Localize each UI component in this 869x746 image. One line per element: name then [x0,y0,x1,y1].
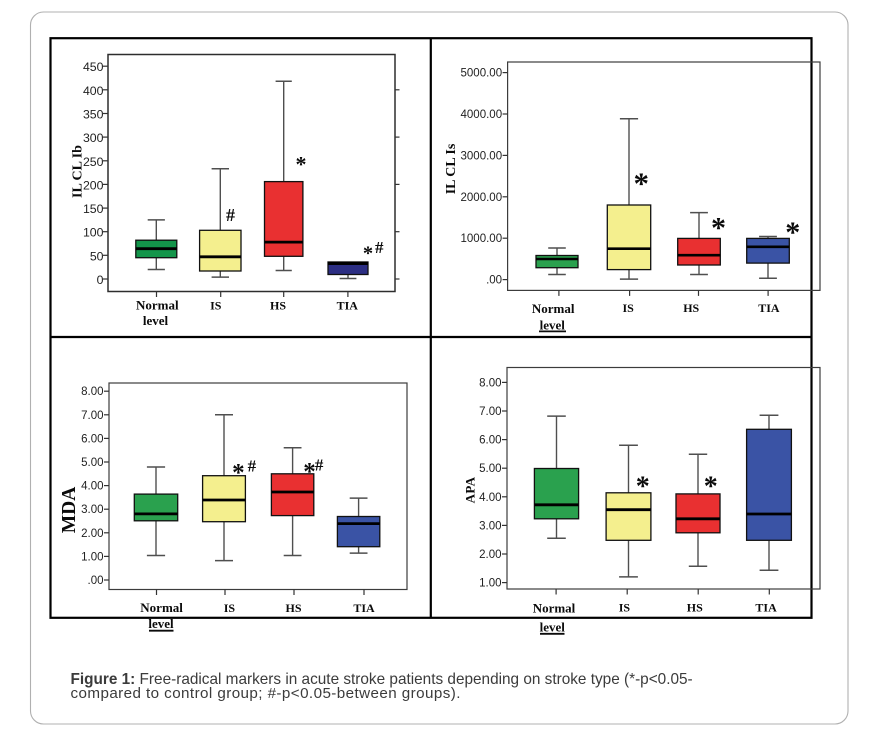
svg-text:IL CL Ib: IL CL Ib [71,145,86,198]
svg-text:450: 450 [83,60,104,74]
svg-text:*: * [303,459,316,486]
svg-text:200: 200 [83,178,104,192]
svg-text:.00: .00 [88,575,104,587]
svg-text:IS: IS [623,301,635,315]
svg-text:0: 0 [97,273,104,287]
svg-text:Normal: Normal [533,601,576,616]
svg-text:level: level [540,318,566,333]
svg-text:8.00: 8.00 [479,377,501,389]
svg-text:*: * [711,212,726,245]
svg-text:IS: IS [619,600,631,614]
svg-text:7.00: 7.00 [81,410,103,422]
svg-text:*: * [363,242,373,264]
svg-text:1.00: 1.00 [81,551,103,563]
svg-text:*: * [634,165,650,200]
svg-text:*: * [704,472,718,503]
svg-text:HS: HS [683,301,699,315]
svg-text:HS: HS [285,601,301,615]
svg-text:5.00: 5.00 [479,463,501,475]
svg-text:1000.00: 1000.00 [461,233,503,245]
svg-text:3.00: 3.00 [479,520,501,532]
svg-text:150: 150 [83,202,104,216]
svg-text:#: # [248,457,257,476]
svg-text:300: 300 [83,131,104,145]
svg-text:level: level [540,620,566,635]
svg-text:4.00: 4.00 [479,492,501,504]
svg-text:TIA: TIA [353,601,375,615]
svg-text:TIA: TIA [758,301,780,315]
svg-text:level: level [143,313,169,328]
svg-text:Normal: Normal [532,301,575,316]
svg-text:IL CL Is: IL CL Is [444,143,459,194]
svg-text:TIA: TIA [755,600,777,614]
svg-text:compared to control group; #-p: compared to control group; #-p<0.05-betw… [71,685,461,702]
svg-text:HS: HS [687,600,703,614]
svg-text:400: 400 [83,84,104,98]
svg-text:*: * [785,216,800,249]
svg-text:8.00: 8.00 [81,386,103,398]
svg-text:3.00: 3.00 [81,504,103,516]
svg-text:4.00: 4.00 [81,481,103,493]
svg-text:Figure 1: Free-radical markers: Figure 1: Free-radical markers in acute … [71,671,693,688]
svg-text:#: # [375,238,384,257]
svg-text:2.00: 2.00 [81,528,103,540]
svg-text:TIA: TIA [337,299,359,313]
svg-text:5000.00: 5000.00 [461,68,503,80]
svg-text:6.00: 6.00 [81,433,103,445]
svg-text:Normal: Normal [136,298,179,313]
svg-text:100: 100 [83,226,104,240]
svg-text:*: * [232,459,245,486]
svg-text:4000.00: 4000.00 [461,109,503,121]
svg-text:HS: HS [270,299,286,313]
svg-text:*: * [296,152,307,177]
svg-text:5.00: 5.00 [81,457,103,469]
svg-text:2000.00: 2000.00 [461,192,503,204]
svg-text:7.00: 7.00 [479,406,501,418]
svg-text:.00: .00 [486,275,502,287]
svg-text:IS: IS [224,601,236,615]
svg-text:250: 250 [83,155,104,169]
svg-text:#: # [315,456,324,475]
svg-text:3000.00: 3000.00 [461,150,503,162]
svg-text:#: # [226,205,235,225]
svg-text:6.00: 6.00 [479,435,501,447]
svg-text:Normal: Normal [140,600,183,615]
svg-text:level: level [148,616,174,631]
svg-text:*: * [636,472,650,503]
svg-text:IS: IS [210,299,222,313]
svg-text:50: 50 [90,249,104,263]
svg-text:1.00: 1.00 [479,578,501,590]
svg-text:2.00: 2.00 [479,549,501,561]
svg-text:APA: APA [463,476,478,503]
svg-text:350: 350 [83,108,104,122]
svg-text:MDA: MDA [59,487,80,534]
